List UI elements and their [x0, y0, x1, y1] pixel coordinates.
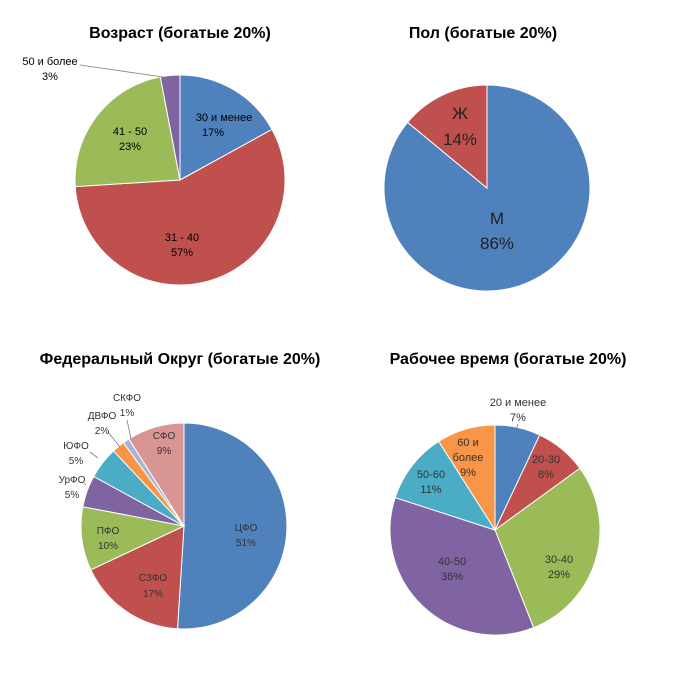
worktime-pie-chart: Рабочее время (богатые 20%) 20 и менее 7%…	[389, 351, 627, 636]
percent-label: 17%	[202, 127, 224, 139]
category-label: ЦФО	[235, 523, 258, 534]
category-label: СКФО	[113, 393, 141, 404]
category-label: СЗФО	[139, 573, 168, 584]
pie-slice-31-40	[74, 128, 286, 286]
category-label: 40-50	[438, 556, 466, 568]
percent-label: 86%	[480, 234, 514, 253]
category-label: 31 - 40	[165, 232, 199, 244]
category-label: ЮФО	[63, 441, 89, 452]
category-label: 41 - 50	[113, 126, 147, 138]
pie-slice-50-60	[394, 440, 497, 531]
percent-label: 7%	[510, 412, 526, 424]
worktime-chart-title: Рабочее время (богатые 20%)	[390, 351, 627, 368]
category-label: 50 и более	[22, 56, 77, 68]
percent-label: 5%	[65, 490, 80, 501]
percent-label: 36%	[441, 571, 463, 583]
pie-slice-40-50	[389, 496, 535, 636]
percent-label: 9%	[157, 446, 172, 457]
category-label: 50-60	[417, 469, 445, 481]
pie-slice-30-и-менее	[179, 74, 273, 181]
category-label: 20-30	[532, 454, 560, 466]
leader-line	[89, 451, 99, 459]
age-pie-chart: Возраст (богатые 20%) 30 и менее 17% 31 - …	[22, 25, 286, 286]
pie-slice-30-40	[494, 467, 601, 629]
category-label: более	[453, 452, 484, 464]
category-label: 20 и менее	[490, 397, 546, 409]
category-label: Ж	[452, 104, 468, 123]
district-chart-title: Федеральный Округ (богатые 20%)	[40, 351, 321, 368]
percent-label: 5%	[69, 456, 84, 467]
percent-label: 10%	[98, 541, 118, 552]
percent-label: 29%	[548, 569, 570, 581]
category-label: 30-40	[545, 554, 573, 566]
pie-slice-цфо	[176, 422, 288, 630]
percent-label: 23%	[119, 141, 141, 153]
pie-slice-сзфо	[90, 525, 185, 630]
leader-line	[107, 431, 121, 448]
percent-label: 9%	[460, 467, 476, 479]
pie-slice-41-50	[74, 76, 181, 188]
leader-line	[83, 482, 87, 486]
category-label: 60 и	[457, 437, 478, 449]
percent-label: 3%	[42, 71, 58, 83]
pie-slice-60-и-более	[438, 424, 496, 532]
pie-slice-сфо	[128, 422, 185, 528]
percent-label: 51%	[236, 538, 256, 549]
percent-label: 14%	[443, 130, 477, 149]
category-label: СФО	[153, 431, 176, 442]
percent-label: 1%	[120, 408, 135, 419]
age-chart-title: Возраст (богатые 20%)	[89, 25, 271, 42]
leader-line	[515, 423, 519, 431]
percent-label: 57%	[171, 247, 193, 259]
category-label: УрФО	[59, 475, 86, 486]
category-label: М	[490, 209, 504, 228]
gender-pie-chart: Пол (богатые 20%) М 86% Ж 14%	[383, 25, 591, 292]
percent-label: 17%	[143, 589, 163, 600]
district-pie-chart: Федеральный Округ (богатые 20%) ЦФО 51% СЗ…	[40, 351, 321, 630]
percent-label: 11%	[420, 484, 441, 496]
pie-slice-ж	[406, 84, 488, 190]
category-label: ПФО	[97, 526, 120, 537]
category-label: ДВФО	[88, 411, 117, 422]
gender-chart-title: Пол (богатые 20%)	[409, 25, 557, 42]
percent-label: 8%	[538, 469, 554, 481]
category-label: 30 и менее	[196, 112, 252, 124]
percent-label: 2%	[95, 426, 110, 437]
leader-line	[79, 64, 164, 78]
leader-line	[126, 419, 132, 440]
